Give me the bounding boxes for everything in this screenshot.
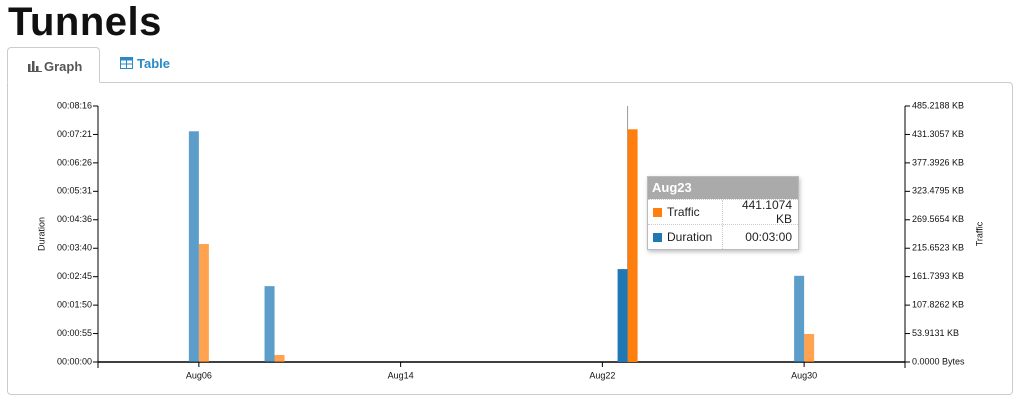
y2-tick-label: 53.9131 KB [912,328,959,338]
y-tick-label: 00:01:50 [57,299,92,309]
x-tick-label: Aug14 [388,370,414,380]
bar [617,269,628,362]
y-tick-label: 00:02:45 [57,271,92,281]
series-name: Duration [667,225,723,249]
tooltip: Aug23 Traffic 441.1074 KB Duration 00:03:00 [647,176,799,250]
y-tick-label: 00:05:31 [57,186,92,196]
y-tick-label: 00:00:00 [57,356,92,366]
x-tick-label: Aug06 [186,370,212,380]
table-icon [120,57,133,69]
tooltip-row: Traffic 441.1074 KB [648,198,798,226]
y-tick-label: 00:04:36 [57,214,92,224]
y-tick-label: 00:03:40 [57,243,92,253]
y2-tick-label: 0.0000 Bytes [912,356,965,366]
value-label: 00:03:00 [745,230,792,244]
tooltip-row: Duration 00:03:00 [648,224,798,249]
y2-tick-label: 107.8262 KB [912,299,964,309]
bar-icon [28,61,42,72]
tooltip-title: Aug23 [648,177,798,199]
y-tick-label: 00:00:55 [57,328,92,338]
bar [804,333,815,362]
y2-tick-label: 323.4795 KB [912,186,964,196]
y2-tick-label: 431.3057 KB [912,129,964,139]
x-tick-label: Aug22 [589,370,615,380]
y2-tick-label: 161.7393 KB [912,271,964,281]
series-name: Traffic [667,200,723,224]
bar [198,244,209,362]
y-tick-label: 00:06:26 [57,157,92,167]
bar [188,131,199,362]
legend-swatch [653,207,662,217]
x-tick-label: Aug30 [791,370,817,380]
page-title: Tunnels [8,0,162,44]
legend-swatch [653,232,662,242]
y2-tick-label: 215.6523 KB [912,243,964,253]
y2-tick-label: 485.2188 KB [912,100,964,110]
y2-tick-label: 269.5654 KB [912,214,964,224]
y2-axis-title: Traffic [974,221,984,246]
panel [7,82,1013,395]
bar [627,129,638,362]
y-tick-label: 00:07:21 [57,129,92,139]
tab-label: Table [137,56,170,71]
bar [274,354,285,362]
value-label: 441.1074 KB [741,198,792,226]
y-tick-label: 00:08:16 [57,100,92,110]
bar [264,286,275,362]
bar [794,275,805,362]
tab-label: Graph [44,59,83,74]
y2-tick-label: 377.3926 KB [912,157,964,167]
graph-tab[interactable]: Graph [7,47,100,83]
y-axis-title: Duration [36,217,46,251]
